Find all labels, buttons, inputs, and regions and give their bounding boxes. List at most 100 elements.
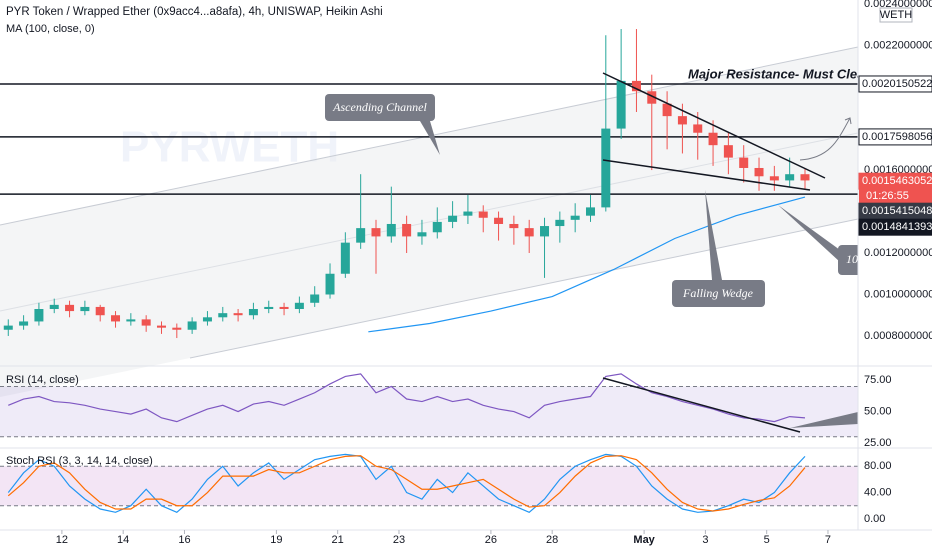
countdown-bg	[859, 189, 932, 204]
price-label: 0.0020150522	[862, 78, 932, 90]
projection-arrow	[799, 117, 851, 161]
chart-title: PYR Token / Wrapped Ether (0x9acc4...a8a…	[6, 6, 383, 18]
x-tick-label: 12	[56, 534, 68, 546]
candle-body	[540, 226, 550, 237]
channel-bottom	[189, 218, 859, 359]
candle-body	[754, 167, 764, 177]
candle-body	[769, 176, 779, 181]
price-label-bg	[858, 218, 932, 236]
candle-body	[65, 304, 75, 312]
countdown: 01:26:55	[866, 190, 909, 202]
candle-body	[187, 321, 197, 330]
band	[0, 386, 858, 437]
callout-pointer	[705, 190, 722, 280]
candle-body	[233, 313, 243, 316]
candle-body	[34, 309, 44, 322]
candle-body	[248, 309, 258, 316]
candle-body	[218, 313, 228, 318]
y-tick-label: 0.0012000000	[864, 247, 932, 259]
candle-body	[616, 80, 626, 129]
candle-body	[723, 145, 733, 158]
candle-body	[19, 321, 29, 326]
candle-body	[80, 306, 90, 312]
candle-body	[739, 157, 749, 168]
wedge-top	[602, 72, 826, 179]
y-tick-label: 0.0024000000	[864, 0, 932, 10]
x-tick-label: 26	[485, 534, 497, 546]
x-tick-label: 3	[702, 534, 708, 546]
x-tick-label: 7	[825, 534, 831, 546]
price-label: 0.0014841393	[862, 221, 932, 233]
callout-pointer	[790, 412, 858, 428]
candle-body	[95, 306, 105, 316]
candle-body	[570, 215, 580, 220]
candle-body	[601, 128, 611, 208]
x-tick-label: 16	[178, 534, 190, 546]
candle-body	[279, 306, 289, 310]
candle-body	[386, 223, 396, 237]
candle-body	[156, 325, 166, 328]
channel-mid	[0, 132, 859, 312]
price-label: 0.0015415048	[862, 205, 932, 217]
y-tick-label: 0.0010000000	[864, 288, 932, 300]
y-tick-label: 75.00	[864, 374, 892, 386]
candle-body	[585, 207, 595, 216]
y-tick-label: 0.0008000000	[864, 330, 932, 342]
indicator-line	[7, 455, 806, 512]
indicator-label: MA (100, close, 0)	[6, 23, 95, 35]
x-tick-label: 5	[764, 534, 770, 546]
indicator-label: RSI (14, close)	[6, 374, 79, 386]
candle-body	[294, 302, 304, 310]
y-tick-label: 25.00	[864, 437, 892, 449]
candle-body	[524, 228, 534, 237]
callout	[672, 280, 765, 307]
candle-body	[800, 174, 810, 181]
candle-body	[264, 306, 274, 310]
candle-body	[463, 211, 473, 216]
candle-body	[693, 124, 703, 133]
candle-body	[356, 228, 366, 243]
candle-body	[785, 174, 795, 181]
annotation: Ascending Channel	[332, 100, 427, 114]
x-tick-label: 14	[117, 534, 129, 546]
y-tick-label: 50.00	[864, 405, 892, 417]
candle-body	[494, 217, 504, 224]
candle-body	[111, 315, 121, 322]
indicator-line	[7, 453, 806, 513]
band	[0, 466, 858, 506]
candle-body	[126, 319, 136, 322]
candle-body	[417, 232, 427, 237]
candle-body	[371, 228, 381, 237]
candle-body	[172, 327, 182, 330]
arrow-head	[844, 117, 852, 125]
wedge-bottom	[602, 159, 811, 191]
candle-body	[402, 223, 412, 237]
candle-body	[509, 223, 519, 229]
indicator-label: Stoch RSI (3, 3, 14, 14, close)	[6, 455, 153, 467]
y-tick-label: 0.00	[864, 513, 885, 525]
candle-body	[49, 304, 59, 310]
x-tick-label: May	[633, 534, 655, 546]
candle-body	[677, 116, 687, 125]
y-tick-label: 80.00	[864, 460, 892, 472]
candle-body	[448, 215, 458, 222]
x-tick-label: 28	[546, 534, 558, 546]
candle-body	[202, 317, 212, 322]
price-label-bg	[858, 75, 932, 93]
candle-body	[631, 80, 641, 92]
x-tick-label: 19	[270, 534, 282, 546]
price-label: 0.0017598056	[862, 131, 932, 143]
annotation: 10	[846, 252, 858, 266]
moving-average	[368, 196, 806, 333]
x-tick-label: 21	[332, 534, 344, 546]
candle-body	[708, 132, 718, 146]
candle-body	[662, 103, 672, 117]
candle-body	[478, 211, 488, 218]
price-label: 0.0015463052	[862, 175, 932, 187]
annotation: Major Resistance- Must Clear	[688, 66, 870, 81]
y-tick-label: 0.0022000000	[864, 40, 932, 52]
candle-body	[3, 325, 13, 330]
callout	[325, 94, 435, 121]
candle-body	[141, 319, 151, 326]
candle-body	[310, 294, 320, 303]
